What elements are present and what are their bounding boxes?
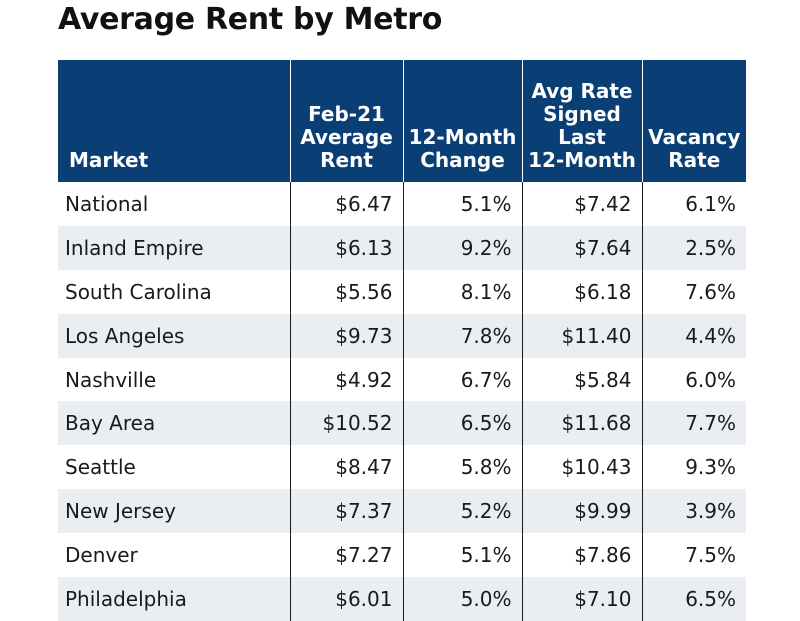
cell-vacancy-rate: 7.6% [641,269,746,314]
cell-market: Denver [65,543,138,568]
table-row: Philadelphia $6.01 5.0% $7.10 6.5% [58,577,746,621]
cell-avg-rate-signed: $11.40 [521,313,642,358]
cell-avg-rate-signed: $7.86 [521,533,642,578]
cell-12-month-change: 6.5% [402,401,522,446]
table-row: Los Angeles $9.73 7.8% $11.40 4.4% [58,313,746,358]
cell-average-rent: $9.73 [289,313,403,358]
rent-table: Market Feb-21 Average Rent 12-Month Chan… [58,60,746,621]
cell-12-month-change: 9.2% [402,225,522,270]
cell-average-rent: $4.92 [289,357,403,402]
cell-vacancy-rate: 7.7% [641,401,746,446]
cell-vacancy-rate: 6.5% [641,577,746,621]
cell-avg-rate-signed: $7.64 [521,225,642,270]
cell-12-month-change: 5.0% [402,577,522,621]
cell-12-month-change: 7.8% [402,313,522,358]
table-row: South Carolina $5.56 8.1% $6.18 7.6% [58,269,746,314]
table-header: Market Feb-21 Average Rent 12-Month Chan… [58,60,746,182]
cell-market: Philadelphia [58,577,290,621]
cell-market: Nashville [65,367,157,392]
cell-average-rent: $5.56 [289,269,403,314]
cell-avg-rate-signed: $9.99 [521,489,642,534]
cell-market: Bay Area [58,401,290,446]
chart-title: Average Rent by Metro [58,2,443,37]
cell-12-month-change: 5.1% [402,182,522,226]
cell-12-month-change: 5.8% [402,445,522,490]
cell-market: Inland Empire [58,225,290,270]
cell-avg-rate-signed: $7.42 [521,182,642,226]
table-row: New Jersey $7.37 5.2% $9.99 3.9% [58,489,746,534]
cell-12-month-change: 8.1% [402,269,522,314]
cell-vacancy-rate: 2.5% [641,225,746,270]
table-body: National $6.47 5.1% $7.42 6.1% Inland Em… [58,182,746,621]
header-vacancy-rate: Vacancy Rate [641,60,746,182]
cell-average-rent: $6.01 [289,577,403,621]
cell-average-rent: $7.27 [289,533,403,578]
header-average-rent: Feb-21 Average Rent [289,60,403,182]
cell-12-month-change: 5.2% [402,489,522,534]
cell-vacancy-rate: 9.3% [641,445,746,490]
cell-market: South Carolina [65,279,212,304]
cell-avg-rate-signed: $5.84 [521,357,642,402]
cell-average-rent: $7.37 [289,489,403,534]
cell-avg-rate-signed: $11.68 [521,401,642,446]
cell-market: New Jersey [58,489,290,534]
cell-vacancy-rate: 4.4% [641,313,746,358]
cell-market: Los Angeles [58,313,290,358]
table-row: Denver $7.27 5.1% $7.86 7.5% [58,533,746,578]
header-row: Market Feb-21 Average Rent 12-Month Chan… [58,60,746,182]
table-row: Inland Empire $6.13 9.2% $7.64 2.5% [58,225,746,270]
table-row: Seattle $8.47 5.8% $10.43 9.3% [58,445,746,490]
table-row: Bay Area $10.52 6.5% $11.68 7.7% [58,401,746,446]
cell-market: National [65,191,149,216]
table-row: National $6.47 5.1% $7.42 6.1% [58,182,746,226]
cell-average-rent: $8.47 [289,445,403,490]
header-avg-rate-signed: Avg Rate Signed Last 12-Month [521,60,642,182]
header-12-month-change: 12-Month Change [402,60,522,182]
header-market: Market [58,60,290,182]
cell-market: Seattle [65,455,136,480]
cell-avg-rate-signed: $7.10 [521,577,642,621]
cell-vacancy-rate: 7.5% [641,533,746,578]
cell-12-month-change: 5.1% [402,533,522,578]
cell-average-rent: $6.47 [289,182,403,226]
cell-avg-rate-signed: $6.18 [521,269,642,314]
table-row: Nashville $4.92 6.7% $5.84 6.0% [58,357,746,402]
cell-average-rent: $10.52 [289,401,403,446]
cell-vacancy-rate: 6.1% [641,182,746,226]
cell-avg-rate-signed: $10.43 [521,445,642,490]
cell-vacancy-rate: 3.9% [641,489,746,534]
cell-average-rent: $6.13 [289,225,403,270]
cell-vacancy-rate: 6.0% [641,357,746,402]
cell-12-month-change: 6.7% [402,357,522,402]
